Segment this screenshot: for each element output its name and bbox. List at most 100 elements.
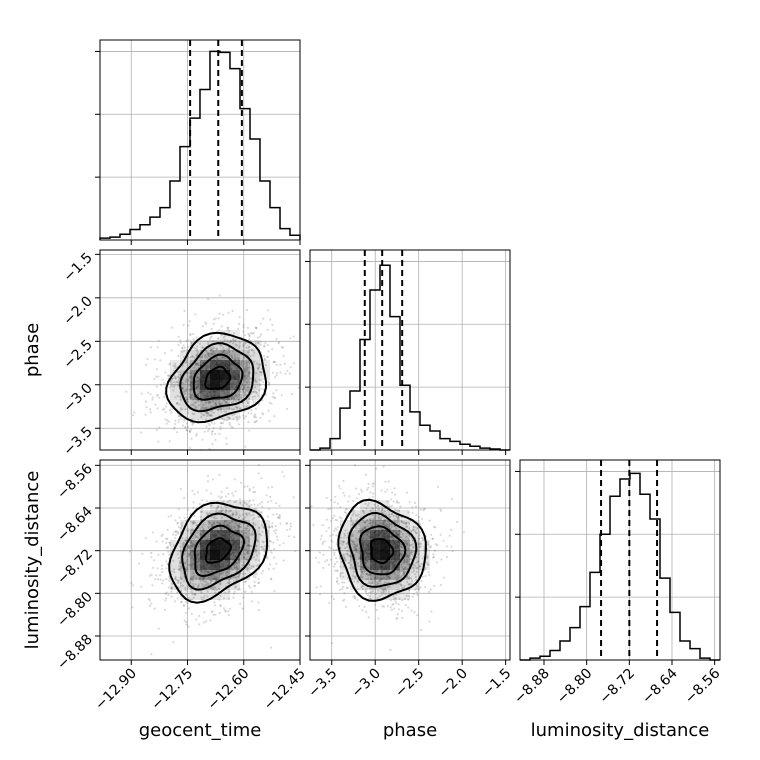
sample-point-phase-luminosity_distance xyxy=(349,555,352,559)
sample-point-geocent_time-phase xyxy=(155,368,159,371)
sample-point-phase-luminosity_distance xyxy=(381,577,384,580)
sample-point-geocent_time-phase xyxy=(175,455,177,457)
sample-point-phase-luminosity_distance xyxy=(356,518,359,521)
sample-point-geocent_time-luminosity_distance xyxy=(200,596,203,599)
sample-point-geocent_time-luminosity_distance xyxy=(190,576,193,579)
sample-point-geocent_time-luminosity_distance xyxy=(190,612,193,616)
sample-point-geocent_time-phase xyxy=(173,384,176,387)
sample-point-geocent_time-luminosity_distance xyxy=(237,561,241,564)
sample-point-geocent_time-luminosity_distance xyxy=(213,604,217,607)
sample-point-phase-luminosity_distance xyxy=(405,540,408,543)
sample-point-geocent_time-phase xyxy=(246,368,249,371)
sample-point-geocent_time-phase xyxy=(174,362,177,365)
sample-point-geocent_time-luminosity_distance xyxy=(174,577,177,580)
sample-point-geocent_time-phase xyxy=(174,422,177,426)
sample-point-geocent_time-luminosity_distance xyxy=(207,520,210,524)
sample-point-phase-luminosity_distance xyxy=(361,527,364,530)
sample-point-geocent_time-luminosity_distance xyxy=(239,525,242,529)
sample-point-phase-luminosity_distance xyxy=(343,556,346,559)
sample-point-geocent_time-luminosity_distance xyxy=(240,541,244,544)
sample-point-geocent_time-luminosity_distance xyxy=(223,520,226,523)
sample-point-geocent_time-luminosity_distance xyxy=(185,601,188,604)
sample-point-geocent_time-phase xyxy=(277,342,280,345)
density-cell-geocent_time-phase xyxy=(180,350,190,360)
sample-point-geocent_time-luminosity_distance xyxy=(210,579,214,582)
sample-point-phase-luminosity_distance xyxy=(427,570,430,574)
sample-point-phase-luminosity_distance xyxy=(377,526,380,530)
sample-point-geocent_time-luminosity_distance xyxy=(148,599,151,602)
sample-point-geocent_time-phase xyxy=(264,341,267,344)
sample-point-geocent_time-luminosity_distance xyxy=(172,544,176,547)
sample-point-phase-luminosity_distance xyxy=(393,524,396,528)
sample-point-geocent_time-phase xyxy=(219,403,222,406)
sample-point-geocent_time-phase xyxy=(234,343,237,346)
sample-point-geocent_time-phase xyxy=(209,348,212,352)
sample-point-geocent_time-luminosity_distance xyxy=(237,516,240,519)
sample-point-phase-luminosity_distance xyxy=(406,543,409,546)
sample-point-phase-luminosity_distance xyxy=(343,592,346,595)
sample-point-phase-luminosity_distance xyxy=(366,530,369,533)
sample-point-phase-luminosity_distance xyxy=(382,522,385,525)
sample-point-phase-luminosity_distance xyxy=(426,557,429,560)
density-cell-phase-luminosity_distance xyxy=(350,580,360,590)
sample-point-geocent_time-luminosity_distance xyxy=(213,577,216,580)
sample-point-geocent_time-phase xyxy=(275,374,278,377)
sample-point-geocent_time-phase xyxy=(190,396,193,399)
sample-point-geocent_time-luminosity_distance xyxy=(286,522,289,525)
sample-point-phase-luminosity_distance xyxy=(364,502,367,505)
sample-point-geocent_time-phase xyxy=(196,345,199,348)
sample-point-phase-luminosity_distance xyxy=(384,592,387,595)
sample-point-phase-luminosity_distance xyxy=(389,649,392,652)
sample-point-geocent_time-phase xyxy=(187,345,190,349)
sample-point-geocent_time-luminosity_distance xyxy=(192,585,195,588)
sample-point-phase-luminosity_distance xyxy=(419,628,423,632)
sample-point-phase-luminosity_distance xyxy=(362,511,365,514)
sample-point-geocent_time-luminosity_distance xyxy=(178,516,181,519)
density-cell-geocent_time-luminosity_distance xyxy=(190,590,200,600)
sample-point-geocent_time-luminosity_distance xyxy=(161,571,164,574)
density-cell-geocent_time-phase xyxy=(210,350,220,360)
sample-point-geocent_time-luminosity_distance xyxy=(207,525,210,528)
sample-point-geocent_time-phase xyxy=(188,396,191,399)
sample-point-geocent_time-phase xyxy=(198,358,201,361)
sample-point-phase-luminosity_distance xyxy=(339,506,342,509)
sample-point-phase-luminosity_distance xyxy=(346,552,349,556)
sample-point-geocent_time-phase xyxy=(185,339,188,342)
density-cell-geocent_time-luminosity_distance xyxy=(240,510,250,520)
sample-point-phase-luminosity_distance xyxy=(398,529,401,532)
sample-point-phase-luminosity_distance xyxy=(347,561,350,565)
sample-point-geocent_time-phase xyxy=(232,397,235,400)
sample-point-phase-luminosity_distance xyxy=(384,480,387,483)
sample-point-geocent_time-luminosity_distance xyxy=(261,530,264,533)
sample-point-phase-luminosity_distance xyxy=(377,589,380,592)
sample-point-geocent_time-phase xyxy=(207,352,210,356)
sample-point-geocent_time-luminosity_distance xyxy=(165,546,168,549)
sample-point-geocent_time-luminosity_distance xyxy=(192,582,195,586)
sample-point-geocent_time-luminosity_distance xyxy=(221,576,224,579)
sample-point-geocent_time-luminosity_distance xyxy=(255,508,258,511)
sample-point-phase-luminosity_distance xyxy=(368,518,371,521)
density-cell-phase-luminosity_distance xyxy=(340,540,350,550)
sample-point-geocent_time-luminosity_distance xyxy=(192,501,195,504)
sample-point-geocent_time-luminosity_distance xyxy=(261,548,265,551)
sample-point-geocent_time-phase xyxy=(184,426,187,429)
sample-point-phase-luminosity_distance xyxy=(321,541,324,544)
sample-point-geocent_time-phase xyxy=(177,343,180,347)
sample-point-geocent_time-luminosity_distance xyxy=(260,524,264,527)
sample-point-phase-luminosity_distance xyxy=(348,495,351,498)
sample-point-geocent_time-luminosity_distance xyxy=(213,601,216,604)
sample-point-geocent_time-phase xyxy=(163,352,167,355)
sample-point-geocent_time-luminosity_distance xyxy=(183,580,186,583)
sample-point-geocent_time-phase xyxy=(267,383,270,387)
sample-point-phase-luminosity_distance xyxy=(432,556,435,559)
sample-point-geocent_time-luminosity_distance xyxy=(262,526,265,530)
ytick-label-phase-0: −3.5 xyxy=(60,424,95,459)
sample-point-geocent_time-luminosity_distance xyxy=(262,525,265,529)
sample-point-geocent_time-phase xyxy=(170,378,173,381)
sample-point-geocent_time-phase xyxy=(226,339,229,342)
sample-point-geocent_time-phase xyxy=(272,360,275,364)
sample-point-geocent_time-luminosity_distance xyxy=(235,511,238,514)
sample-point-geocent_time-phase xyxy=(190,428,193,431)
sample-point-phase-luminosity_distance xyxy=(371,485,374,488)
histogram-luminosity_distance xyxy=(520,472,720,661)
